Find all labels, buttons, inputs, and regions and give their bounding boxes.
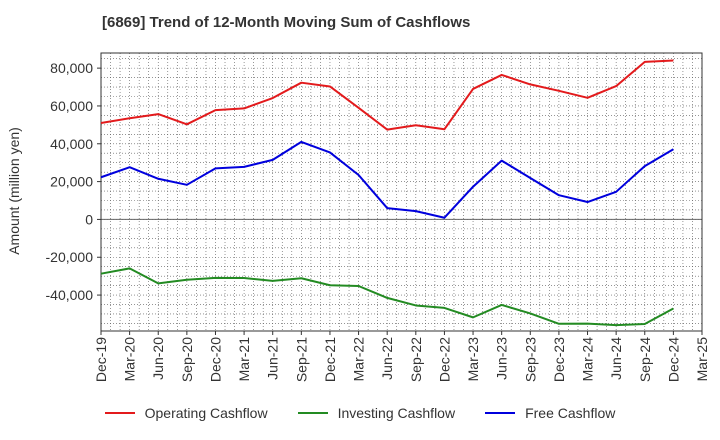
- x-tick-label: Mar-25: [694, 337, 710, 382]
- line-chart: 80,00060,00040,00020,0000-20,000-40,000 …: [6, 52, 710, 382]
- grid-lines: [100, 53, 703, 331]
- x-tick-label: Sep-23: [522, 337, 538, 382]
- x-tick-label: Sep-20: [179, 337, 195, 382]
- x-tick-label: Mar-24: [580, 337, 596, 382]
- x-tick-label: Sep-24: [637, 337, 653, 382]
- y-tick-label: -40,000: [46, 287, 94, 303]
- series-line-investing-cashflow: [100, 267, 674, 327]
- legend-item: Operating Cashflow: [104, 405, 268, 421]
- y-tick-label: 20,000: [50, 174, 93, 190]
- legend-swatch: [297, 412, 328, 414]
- legend-label: Investing Cashflow: [337, 405, 456, 421]
- series-line-operating-cashflow: [100, 59, 674, 131]
- series-lines: [100, 59, 674, 327]
- y-tick-label: 40,000: [50, 136, 93, 152]
- x-tick-label: Mar-22: [351, 337, 367, 382]
- legend-item: Investing Cashflow: [297, 405, 456, 421]
- x-tick-label: Sep-22: [408, 337, 424, 382]
- x-tick-label: Jun-21: [265, 337, 281, 380]
- legend-swatch: [485, 412, 516, 414]
- x-tick-labels: Dec-19 Mar-20 Jun-20 Sep-20 Dec-20 Mar-21 Jun-…: [93, 331, 710, 382]
- x-tick-label: Jun-23: [494, 337, 510, 380]
- x-tick-label: Mar-20: [122, 337, 138, 382]
- y-tick-label: 60,000: [50, 98, 93, 114]
- x-tick-label: Dec-21: [322, 337, 338, 382]
- y-axis-label: Amount (million yen): [6, 127, 22, 255]
- axes: [100, 52, 703, 332]
- x-tick-label: Dec-20: [207, 337, 223, 382]
- legend-label: Operating Cashflow: [144, 405, 268, 421]
- x-tick-label: Mar-23: [465, 337, 481, 382]
- x-tick-label: Sep-21: [293, 337, 309, 382]
- y-tick-label: 0: [85, 211, 93, 227]
- legend-swatch: [104, 412, 135, 414]
- y-tick-label: 80,000: [50, 60, 93, 76]
- x-tick-label: Jun-24: [608, 337, 624, 380]
- chart-title: [6869] Trend of 12-Month Moving Sum of C…: [102, 14, 471, 31]
- x-tick-label: Jun-22: [379, 337, 395, 380]
- x-tick-label: Mar-21: [236, 337, 252, 382]
- x-tick-label: Dec-22: [436, 337, 452, 382]
- x-tick-label: Dec-24: [665, 337, 681, 382]
- legend-item: Free Cashflow: [485, 405, 615, 421]
- y-tick-label: -20,000: [46, 249, 94, 265]
- plot-area: [101, 53, 702, 331]
- legend-label: Free Cashflow: [525, 405, 616, 421]
- chart-legend: Operating Cashflow Investing Cashflow Free…: [0, 405, 720, 421]
- x-tick-label: Jun-20: [150, 337, 166, 380]
- plot-frame: [100, 52, 703, 332]
- y-tick-labels: 80,000 60,000 40,000 20,000 0 -20,000 -40,000: [46, 60, 101, 303]
- x-tick-label: Dec-19: [93, 337, 109, 382]
- series-line-free-cashflow: [100, 140, 674, 219]
- x-tick-label: Dec-23: [551, 337, 567, 382]
